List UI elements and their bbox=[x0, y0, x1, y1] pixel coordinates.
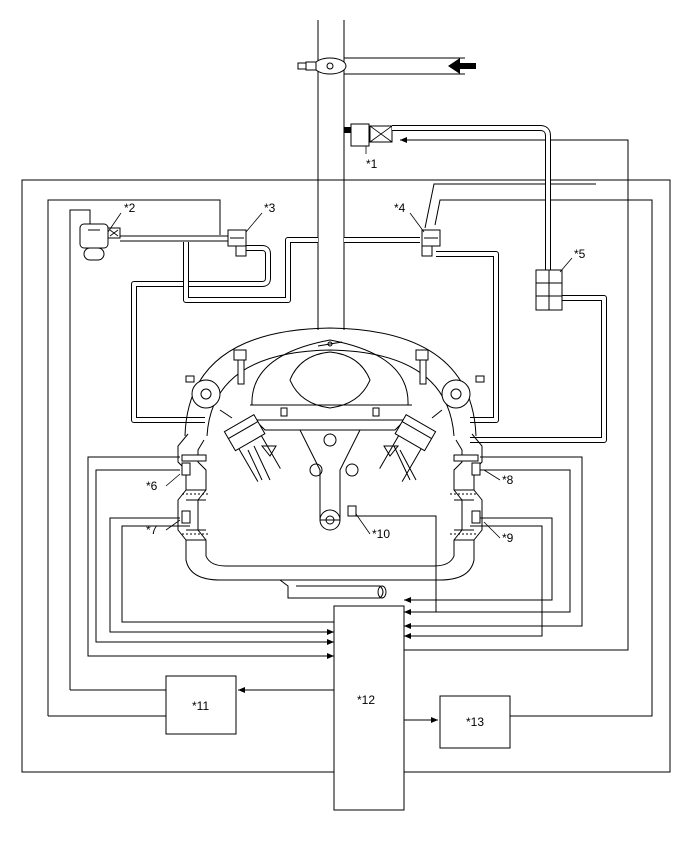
label-4: *4 bbox=[394, 201, 406, 215]
box-13 bbox=[439, 695, 511, 749]
charcoal-canister bbox=[79, 223, 121, 261]
label-leaders bbox=[107, 146, 573, 539]
label-5: *5 bbox=[574, 247, 586, 261]
ecm-box bbox=[333, 605, 405, 811]
label-11: *11 bbox=[192, 699, 209, 713]
control-units bbox=[165, 605, 511, 811]
engine-block bbox=[223, 407, 437, 531]
label-10: *10 bbox=[372, 527, 390, 541]
vsv-left bbox=[227, 229, 247, 257]
box-11 bbox=[165, 675, 237, 735]
vacuum-hoses bbox=[120, 123, 607, 443]
airflow-arrow-icon bbox=[448, 58, 476, 74]
exhaust-manifold bbox=[177, 433, 483, 599]
sensor-wiring bbox=[87, 456, 583, 659]
leak-check-pump bbox=[535, 269, 563, 311]
label-2: *2 bbox=[124, 201, 136, 215]
vsv-right bbox=[421, 229, 441, 257]
label-6: *6 bbox=[146, 479, 158, 493]
intake-duct bbox=[297, 20, 476, 330]
label-3: *3 bbox=[264, 201, 276, 215]
injectors-and-coils bbox=[185, 349, 485, 419]
intake-plenum bbox=[184, 327, 477, 437]
label-7: *7 bbox=[146, 523, 158, 537]
label-13: *13 bbox=[466, 715, 484, 729]
callout-labels: *1 *2 *3 *4 *5 *6 *7 *8 *9 *10 *11 *12 *… bbox=[124, 157, 586, 729]
label-12: *12 bbox=[357, 693, 375, 707]
label-1: *1 bbox=[366, 157, 378, 171]
label-8: *8 bbox=[502, 473, 514, 487]
label-9: *9 bbox=[502, 531, 514, 545]
exhaust-sensors bbox=[181, 462, 481, 524]
